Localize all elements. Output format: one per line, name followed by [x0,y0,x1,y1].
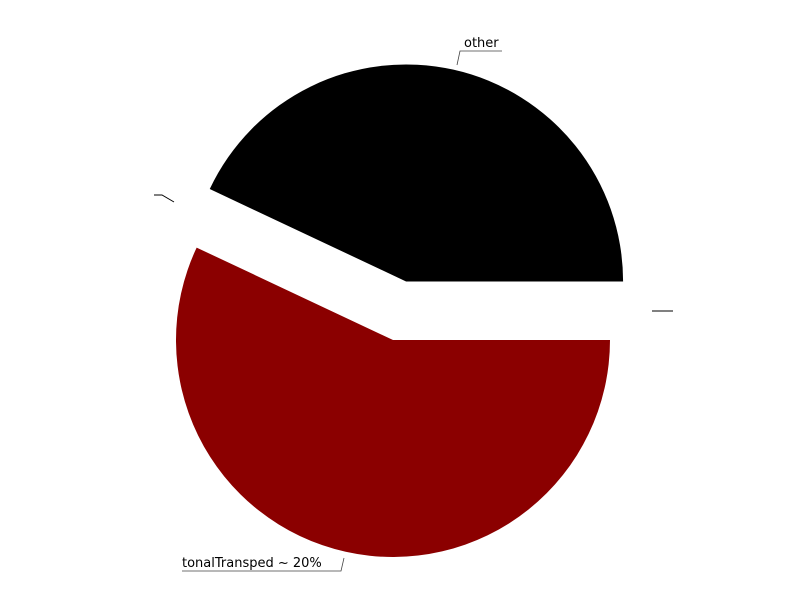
pie-labels: other tonalTransped ~ 20% [154,36,673,572]
leader-line-tonaltransped [182,557,345,572]
pie-slices [175,64,624,557]
leader-line-other [456,50,502,66]
slice-label-tonaltransped: tonalTransped ~ 20% [182,556,322,571]
leader-line-unlabeled-left [154,194,175,203]
pie-slice-other [209,64,624,282]
pie-slice-tonaltransped [175,247,610,557]
slice-label-other: other [464,36,499,51]
